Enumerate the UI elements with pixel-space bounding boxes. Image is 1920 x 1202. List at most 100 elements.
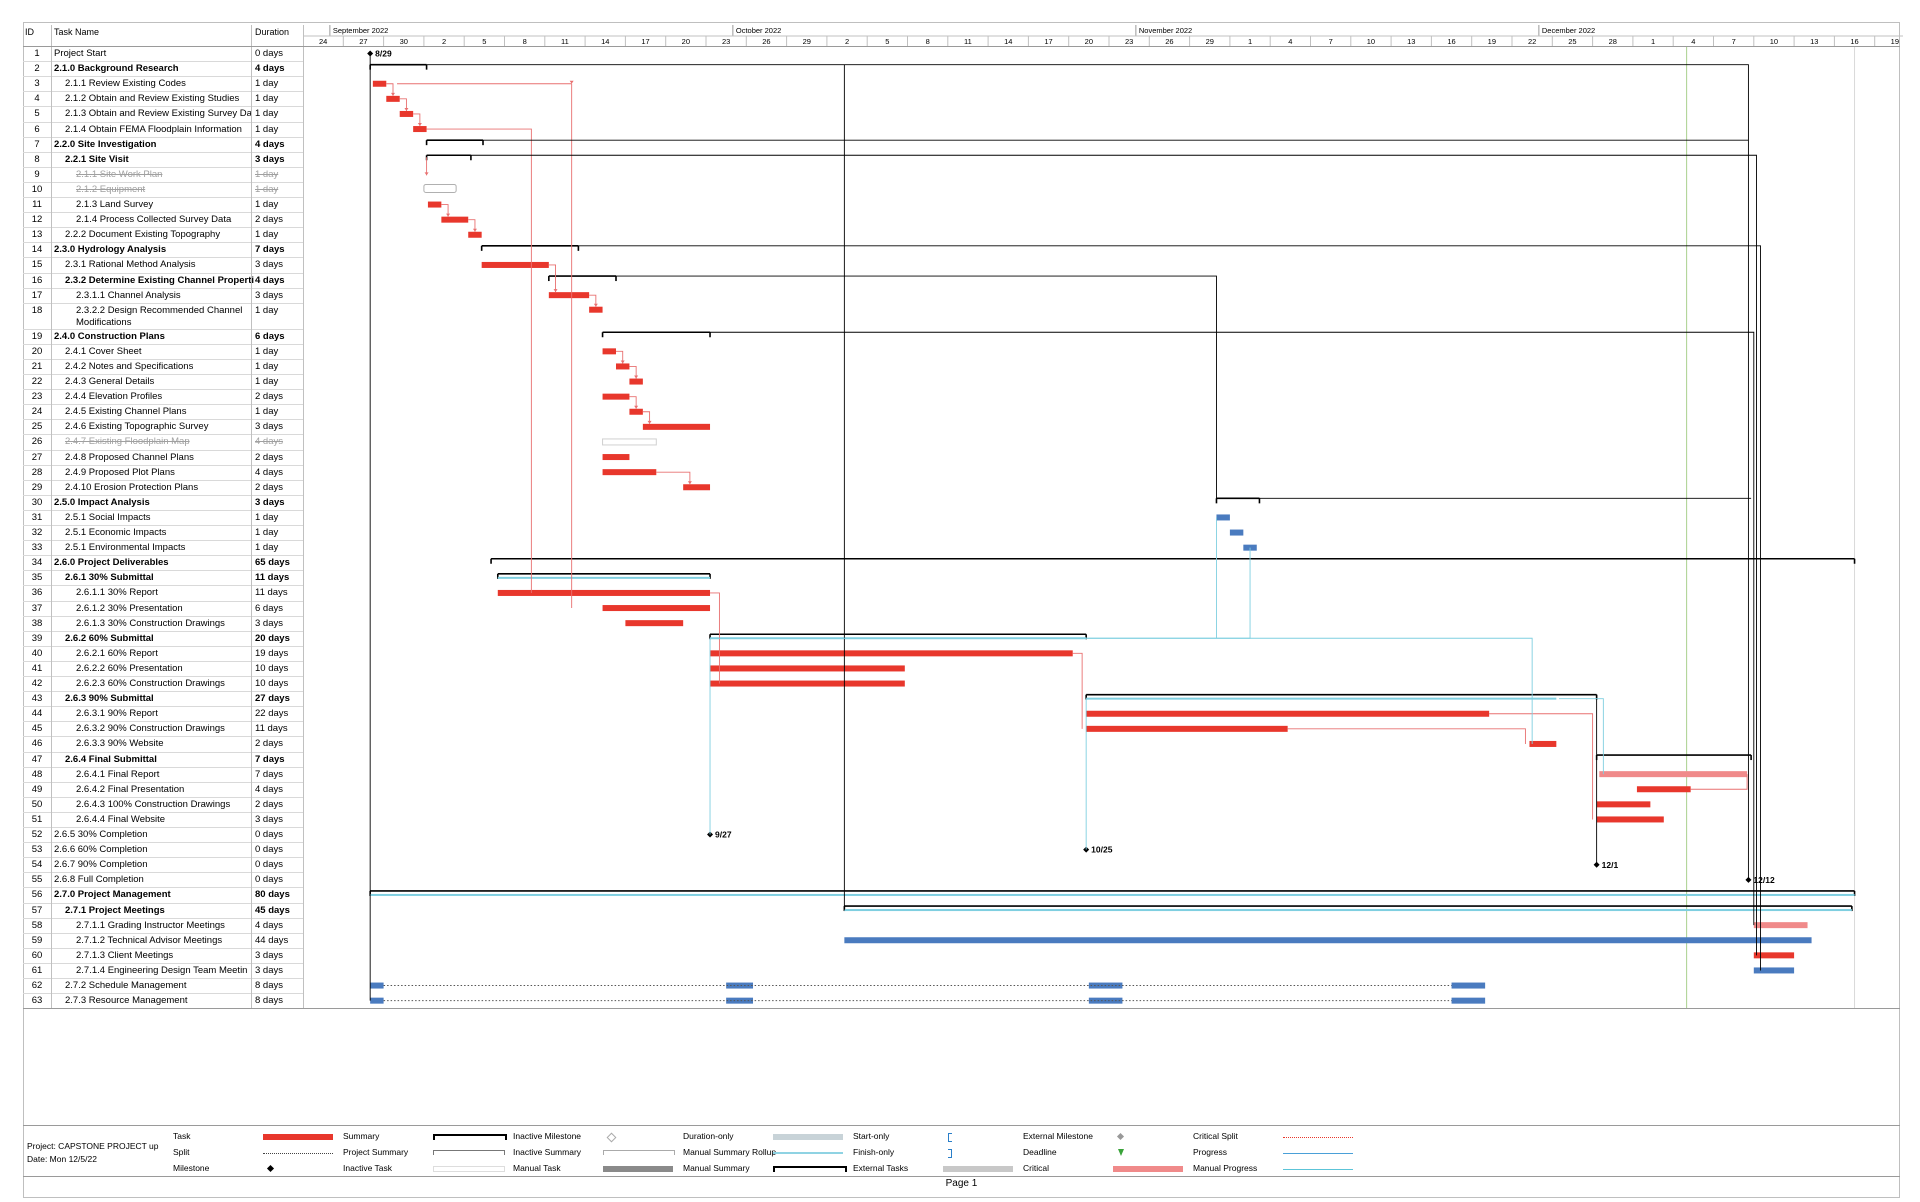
task-row-3[interactable]: 3 2.1.1 Review Existing Codes 1 day: [23, 76, 303, 91]
task-name[interactable]: 2.5.0 Impact Analysis: [54, 496, 150, 508]
task-row-45[interactable]: 45 2.6.3.2 90% Construction Drawings 11 da…: [23, 721, 303, 736]
task-name[interactable]: 2.4.9 Proposed Plot Plans: [65, 466, 175, 478]
task-row-62[interactable]: 62 2.7.2 Schedule Management 8 days: [23, 978, 303, 993]
task-name[interactable]: 2.4.4 Elevation Profiles: [65, 391, 163, 403]
task-row-47[interactable]: 47 2.6.4 Final Submittal 7 days: [23, 752, 303, 767]
task-name[interactable]: 2.5.1 Social Impacts: [65, 511, 151, 523]
task-row-6[interactable]: 6 2.1.4 Obtain FEMA Floodplain Informatio…: [23, 122, 303, 137]
task-name[interactable]: 2.4.7 Existing Floodplain Map: [65, 436, 190, 448]
task-name[interactable]: 2.3.2 Determine Existing Channel Propert…: [65, 274, 254, 286]
task-row-17[interactable]: 17 2.3.1.1 Channel Analysis 3 days: [23, 288, 303, 303]
task-name[interactable]: 2.6.1 30% Submittal: [65, 572, 154, 584]
task-name[interactable]: 2.1.2 Equipment: [76, 183, 146, 195]
task-name[interactable]: 2.6.3 90% Submittal: [65, 693, 154, 705]
task-row-20[interactable]: 20 2.4.1 Cover Sheet 1 day: [23, 344, 303, 359]
task-row-60[interactable]: 60 2.7.1.3 Client Meetings 3 days: [23, 948, 303, 963]
task-name[interactable]: 2.6.1.1 30% Report: [76, 587, 158, 599]
task-row-31[interactable]: 31 2.5.1 Social Impacts 1 day: [23, 510, 303, 525]
task-row-27[interactable]: 27 2.4.8 Proposed Channel Plans 2 days: [23, 450, 303, 465]
task-name[interactable]: 2.3.1 Rational Method Analysis: [65, 259, 196, 271]
task-row-55[interactable]: 55 2.6.8 Full Completion 0 days: [23, 872, 303, 887]
task-name[interactable]: 2.4.0 Construction Plans: [54, 330, 165, 342]
task-name[interactable]: 2.2.2 Document Existing Topography: [65, 229, 221, 241]
task-row-42[interactable]: 42 2.6.2.3 60% Construction Drawings 10 da…: [23, 676, 303, 691]
task-row-50[interactable]: 50 2.6.4.3 100% Construction Drawings 2 da…: [23, 797, 303, 812]
task-row-49[interactable]: 49 2.6.4.2 Final Presentation 4 days: [23, 782, 303, 797]
task-row-21[interactable]: 21 2.4.2 Notes and Specifications 1 day: [23, 359, 303, 374]
task-row-18[interactable]: 18 2.3.2.2 Design Recommended Channel Mod…: [23, 303, 303, 329]
task-name[interactable]: 2.6.1.2 30% Presentation: [76, 602, 183, 614]
task-row-32[interactable]: 32 2.5.1 Economic Impacts 1 day: [23, 525, 303, 540]
task-row-34[interactable]: 34 2.6.0 Project Deliverables 65 days: [23, 555, 303, 570]
task-row-13[interactable]: 13 2.2.2 Document Existing Topography 1 da…: [23, 227, 303, 242]
task-name[interactable]: 2.6.2.2 60% Presentation: [76, 662, 183, 674]
task-row-30[interactable]: 30 2.5.0 Impact Analysis 3 days: [23, 495, 303, 510]
task-name[interactable]: 2.1.1 Site Work Plan: [76, 168, 163, 180]
task-name[interactable]: 2.6.4.3 100% Construction Drawings: [76, 798, 231, 810]
task-row-54[interactable]: 54 2.6.7 90% Completion 0 days: [23, 857, 303, 872]
task-row-39[interactable]: 39 2.6.2 60% Submittal 20 days: [23, 631, 303, 646]
task-row-61[interactable]: 61 2.7.1.4 Engineering Design Team Meetin…: [23, 963, 303, 978]
task-row-38[interactable]: 38 2.6.1.3 30% Construction Drawings 3 day…: [23, 616, 303, 631]
task-row-48[interactable]: 48 2.6.4.1 Final Report 7 days: [23, 767, 303, 782]
task-row-57[interactable]: 57 2.7.1 Project Meetings 45 days: [23, 903, 303, 918]
task-row-51[interactable]: 51 2.6.4.4 Final Website 3 days: [23, 812, 303, 827]
task-name[interactable]: 2.6.2.3 60% Construction Drawings: [76, 678, 225, 689]
task-name[interactable]: 2.7.0 Project Management: [54, 889, 171, 901]
task-name[interactable]: 2.6.0 Project Deliverables: [54, 557, 169, 569]
task-row-56[interactable]: 56 2.7.0 Project Management 80 days: [23, 887, 303, 902]
task-row-29[interactable]: 29 2.4.10 Erosion Protection Plans 2 days: [23, 480, 303, 495]
task-name[interactable]: 2.6.4 Final Submittal: [65, 753, 157, 765]
task-row-36[interactable]: 36 2.6.1.1 30% Report 11 days: [23, 585, 303, 600]
task-row-28[interactable]: 28 2.4.9 Proposed Plot Plans 4 days: [23, 465, 303, 480]
task-name[interactable]: 2.1.2 Obtain and Review Existing Studies: [65, 93, 240, 105]
task-row-52[interactable]: 52 2.6.5 30% Completion 0 days: [23, 827, 303, 842]
task-name[interactable]: 2.5.1 Environmental Impacts: [65, 542, 186, 554]
task-name[interactable]: 2.7.3 Resource Management: [65, 995, 188, 1007]
task-name[interactable]: 2.6.1.3 30% Construction Drawings: [76, 617, 225, 629]
task-row-11[interactable]: 11 2.1.3 Land Survey 1 day: [23, 197, 303, 212]
task-name[interactable]: 2.1.4 Process Collected Survey Data: [76, 214, 232, 226]
task-row-10[interactable]: 10 2.1.2 Equipment 1 day: [23, 182, 303, 197]
task-row-40[interactable]: 40 2.6.2.1 60% Report 19 days: [23, 646, 303, 661]
task-row-4[interactable]: 4 2.1.2 Obtain and Review Existing Studie…: [23, 91, 303, 106]
task-row-9[interactable]: 9 2.1.1 Site Work Plan 1 day: [23, 167, 303, 182]
task-name[interactable]: 2.6.8 Full Completion: [54, 874, 144, 886]
task-name[interactable]: 2.6.3.2 90% Construction Drawings: [76, 723, 225, 735]
task-row-35[interactable]: 35 2.6.1 30% Submittal 11 days: [23, 570, 303, 585]
task-name[interactable]: 2.6.4.1 Final Report: [76, 768, 160, 780]
task-row-15[interactable]: 15 2.3.1 Rational Method Analysis 3 days: [23, 257, 303, 272]
task-name[interactable]: 2.7.1 Project Meetings: [65, 904, 165, 916]
task-name[interactable]: 2.4.3 General Details: [65, 376, 155, 387]
task-name[interactable]: 2.5.1 Economic Impacts: [65, 527, 167, 538]
task-row-53[interactable]: 53 2.6.6 60% Completion 0 days: [23, 842, 303, 857]
task-row-19[interactable]: 19 2.4.0 Construction Plans 6 days: [23, 329, 303, 344]
task-row-43[interactable]: 43 2.6.3 90% Submittal 27 days: [23, 691, 303, 706]
task-name[interactable]: 2.1.4 Obtain FEMA Floodplain Information: [65, 123, 242, 135]
task-row-33[interactable]: 33 2.5.1 Environmental Impacts 1 day: [23, 540, 303, 555]
task-row-37[interactable]: 37 2.6.1.2 30% Presentation 6 days: [23, 601, 303, 616]
task-name[interactable]: 2.4.5 Existing Channel Plans: [65, 406, 187, 418]
task-row-44[interactable]: 44 2.6.3.1 90% Report 22 days: [23, 706, 303, 721]
task-name[interactable]: 2.6.2.1 60% Report: [76, 647, 158, 659]
task-name[interactable]: 2.7.1.3 Client Meetings: [76, 949, 174, 961]
task-name[interactable]: 2.3.1.1 Channel Analysis: [76, 289, 181, 301]
task-name[interactable]: 2.6.4.2 Final Presentation: [76, 783, 185, 795]
task-name[interactable]: 2.6.7 90% Completion: [54, 859, 148, 871]
task-row-12[interactable]: 12 2.1.4 Process Collected Survey Data 2 d…: [23, 212, 303, 227]
task-row-59[interactable]: 59 2.7.1.2 Technical Advisor Meetings 44 d…: [23, 933, 303, 948]
task-name[interactable]: Project Start: [54, 48, 107, 59]
task-row-24[interactable]: 24 2.4.5 Existing Channel Plans 1 day: [23, 404, 303, 419]
task-name[interactable]: 2.6.4.4 Final Website: [76, 813, 166, 825]
task-name[interactable]: 2.1.3 Land Survey: [76, 199, 154, 210]
task-name[interactable]: 2.2.0 Site Investigation: [54, 138, 157, 150]
task-name[interactable]: 2.2.1 Site Visit: [65, 153, 129, 165]
task-name[interactable]: 2.3.2.2 Design Recommended Channel Modif…: [76, 304, 243, 328]
task-name[interactable]: 2.6.2 60% Submittal: [65, 632, 154, 644]
task-name[interactable]: 2.4.8 Proposed Channel Plans: [65, 451, 194, 463]
task-row-16[interactable]: 16 2.3.2 Determine Existing Channel Prope…: [23, 273, 303, 288]
task-row-63[interactable]: 63 2.7.3 Resource Management 8 days: [23, 993, 303, 1008]
task-name[interactable]: 2.7.2 Schedule Management: [65, 980, 187, 991]
task-row-2[interactable]: 2 2.1.0 Background Research 4 days: [23, 61, 303, 76]
task-row-1[interactable]: 1 Project Start 0 days: [23, 46, 303, 61]
